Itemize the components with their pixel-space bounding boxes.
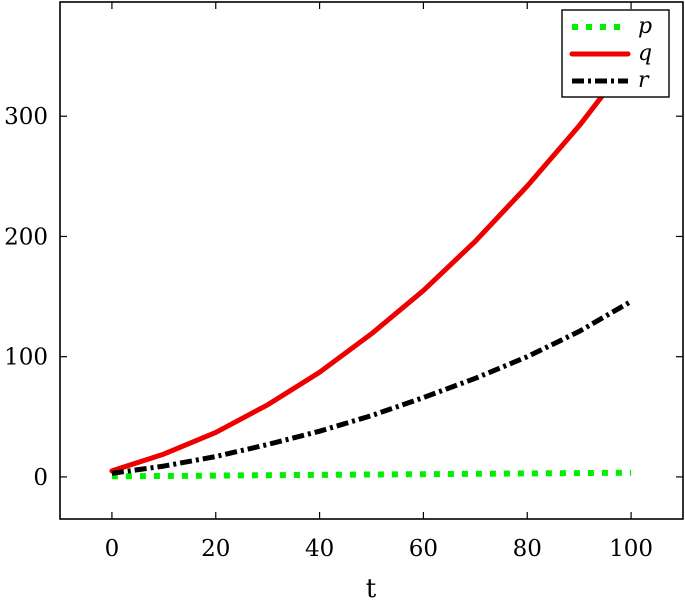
x-tick-label: 100 bbox=[609, 536, 653, 562]
series-line-q bbox=[109, 89, 608, 474]
x-tick-label: 20 bbox=[201, 536, 230, 562]
x-tick-label: 80 bbox=[513, 536, 542, 562]
x-tick-label: 60 bbox=[409, 536, 438, 562]
legend-label-q: q bbox=[638, 41, 652, 66]
series-line-r bbox=[111, 299, 633, 476]
y-tick-label: 300 bbox=[4, 104, 48, 130]
legend-label-r: r bbox=[638, 68, 650, 93]
y-tick-label: 100 bbox=[4, 345, 48, 371]
legend-label-p: p bbox=[638, 14, 652, 39]
series-line-p bbox=[111, 469, 632, 480]
x-tick-label: 40 bbox=[305, 536, 334, 562]
legend: pqr bbox=[561, 9, 670, 98]
series-layer bbox=[109, 89, 633, 480]
axes-layer: 0 20 40 60 80 100 0 100 200 300 bbox=[4, 1, 684, 562]
y-tick-label: 0 bbox=[33, 465, 48, 491]
x-axis-label: t bbox=[366, 574, 377, 604]
plot-frame bbox=[59, 1, 684, 520]
y-tick-label: 200 bbox=[4, 224, 48, 250]
x-tick-label: 0 bbox=[105, 536, 120, 562]
